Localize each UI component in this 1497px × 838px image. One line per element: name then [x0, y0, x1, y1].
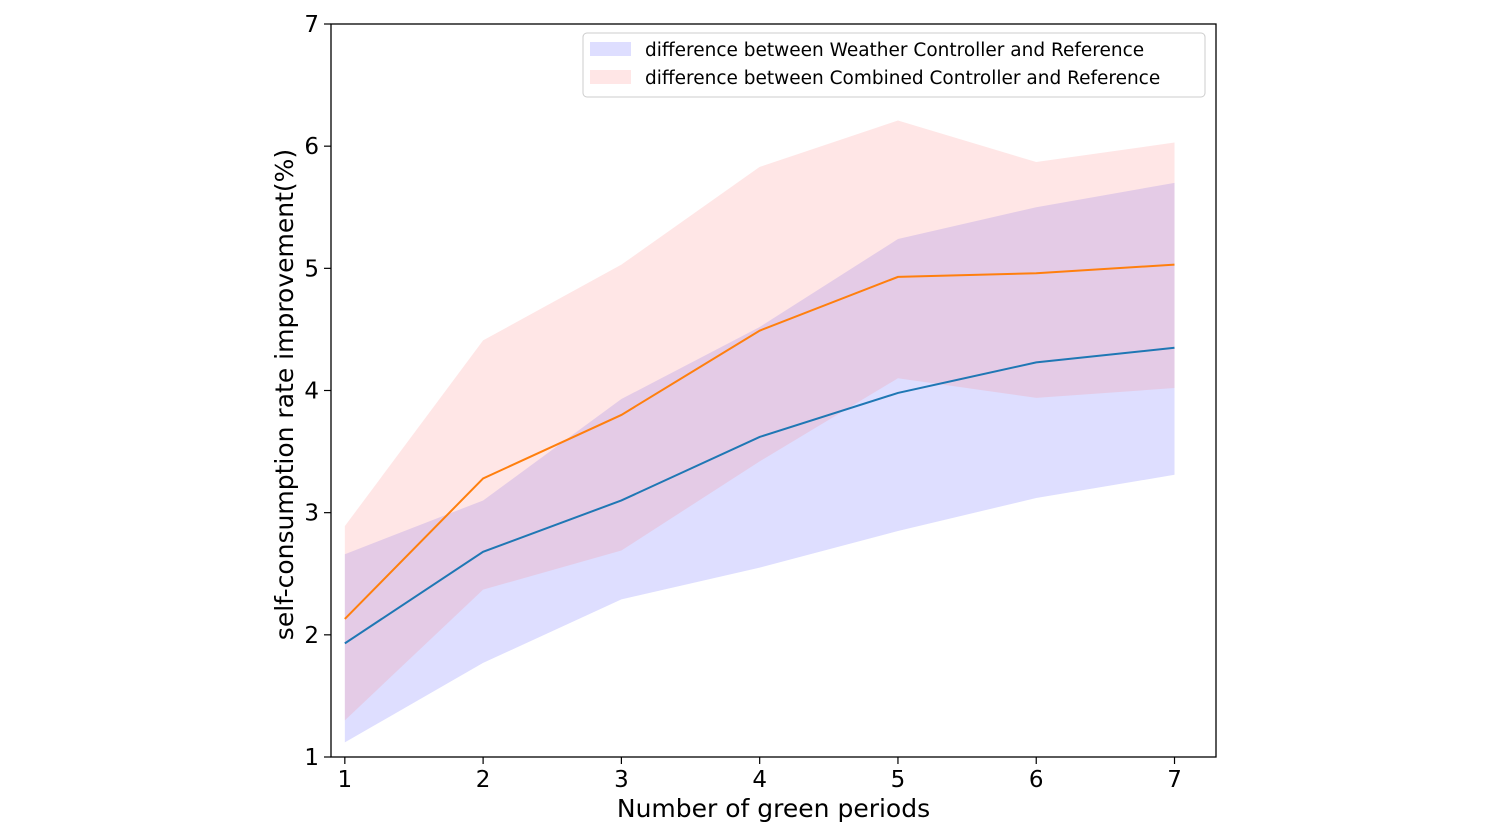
legend-label: difference between Combined Controller a… — [645, 68, 1160, 89]
legend-box — [582, 32, 1206, 98]
x-axis-label: Number of green periods — [617, 794, 930, 823]
legend-label: difference between Weather Controller an… — [645, 40, 1144, 61]
band-series-2 — [344, 120, 1175, 721]
confidence-bands — [344, 120, 1175, 743]
line-series-1 — [344, 346, 1175, 645]
y-tick-label: 4 — [304, 379, 319, 405]
x-tick-label: 6 — [1029, 767, 1044, 793]
legend: difference between Weather Controller an… — [582, 32, 1206, 98]
y-tick-label: 1 — [304, 745, 319, 771]
y-tick-label: 5 — [304, 256, 319, 282]
y-tick-label: 6 — [304, 134, 319, 160]
series-lines — [344, 263, 1175, 645]
x-tick-label: 5 — [891, 767, 906, 793]
legend-swatch — [590, 42, 631, 56]
x-tick-label: 2 — [476, 767, 491, 793]
y-axis-ticks: 1 2 3 4 5 6 7 — [304, 12, 331, 771]
x-tick-label: 7 — [1167, 767, 1182, 793]
x-tick-label: 1 — [338, 767, 353, 793]
y-tick-label: 7 — [304, 12, 319, 38]
band-series-1 — [344, 182, 1175, 743]
x-tick-label: 3 — [614, 767, 629, 793]
legend-swatch — [590, 70, 631, 84]
line-series-2 — [344, 263, 1175, 620]
x-tick-label: 4 — [752, 767, 767, 793]
x-axis-ticks: 1 2 3 4 5 6 7 — [338, 757, 1182, 793]
y-tick-label: 2 — [304, 623, 319, 649]
y-axis-label: self-consumption rate improvement(%) — [270, 149, 299, 640]
y-tick-label: 3 — [304, 501, 319, 527]
